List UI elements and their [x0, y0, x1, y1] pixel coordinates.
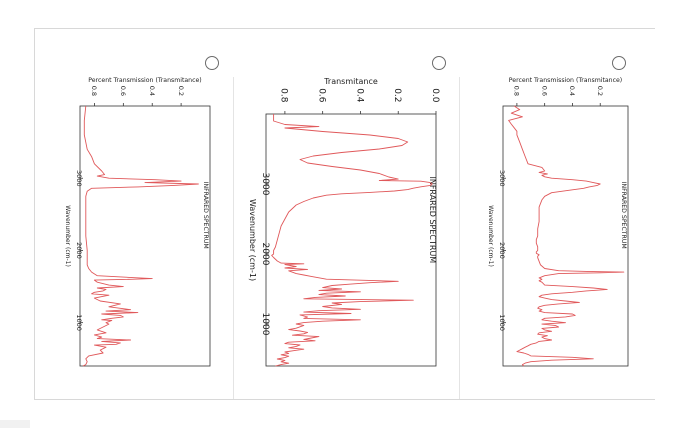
x-axis-label: Wavenumber (cm-1) [487, 205, 494, 267]
x-tick-label: 1000 [75, 314, 83, 331]
y-tick-label: 0.4 [354, 88, 364, 103]
ir-spectrum-chart-right: 0.2 0.4 0.6 0.8 3000 2000 1000 INFRARED SPECTRU… [487, 77, 629, 367]
y-tick-label: 0.4 [568, 86, 576, 96]
plot-frame [79, 105, 211, 367]
y-tick-label: 0.6 [317, 88, 327, 103]
radio-option-left[interactable] [205, 56, 219, 70]
divider-2 [459, 77, 460, 399]
y-tick-label: 0.4 [148, 86, 156, 96]
question-frame [34, 28, 655, 400]
x-axis-label: Wavenumber (cm-1) [248, 199, 257, 281]
y-tick-label: 0.2 [596, 86, 604, 96]
x-tick-label: 3000 [498, 170, 506, 187]
y-axis-label: Percent Transmission (Transmitance) [509, 77, 622, 84]
x-tick-label: 3000 [260, 173, 270, 196]
plot-frame [502, 105, 629, 367]
y-tick-label: 0.2 [392, 88, 402, 102]
radio-option-right[interactable] [612, 56, 626, 70]
divider-1 [233, 77, 234, 399]
x-tick-label: 1000 [498, 314, 506, 331]
option-left-chart: 0.2 0.4 0.6 0.8 3000 2000 1000 INFRARED SPECTRU… [50, 70, 230, 385]
option-right-chart: 0.2 0.4 0.6 0.8 3000 2000 1000 INFRARED SPECTRU… [478, 70, 653, 385]
spectrum-line [82, 105, 199, 367]
ir-spectrum-chart-left: 0.2 0.4 0.6 0.8 3000 2000 1000 INFRARED SPECTRU… [64, 77, 211, 367]
spectrum-line [271, 114, 433, 367]
x-tick-label: 2000 [498, 242, 506, 259]
y-axis-label: Transmitance [323, 77, 378, 86]
y-tick-label: 0.0 [430, 88, 440, 103]
chart-title: INFRARED SPECTRUM [428, 176, 437, 263]
option-middle-chart: 0.0 0.2 0.4 0.6 0.8 3000 2000 1000 INFRARED SPEC… [248, 70, 458, 385]
chart-title: INFRARED SPECTRUM [620, 182, 627, 249]
x-axis-label: Wavenumber (cm-1) [64, 205, 71, 267]
y-tick-label: 0.8 [279, 88, 289, 103]
x-tick-label: 2000 [260, 243, 270, 266]
y-tick-label: 0.6 [540, 86, 548, 96]
x-tick-label: 1000 [260, 313, 270, 336]
ir-spectrum-chart-middle: 0.0 0.2 0.4 0.6 0.8 3000 2000 1000 INFRARED SPEC… [248, 77, 440, 367]
x-tick-label: 3000 [75, 170, 83, 187]
x-tick-label: 2000 [75, 242, 83, 259]
corner-tab [0, 420, 30, 428]
plot-frame [265, 113, 437, 367]
chart-title: INFRARED SPECTRUM [202, 182, 209, 249]
y-tick-label: 0.8 [513, 86, 521, 96]
y-axis-label: Percent Transmission (Transmitance) [88, 77, 201, 84]
radio-option-middle[interactable] [432, 56, 446, 70]
spectrum-line [508, 105, 625, 367]
y-tick-label: 0.8 [90, 86, 98, 96]
y-tick-label: 0.2 [177, 86, 185, 96]
y-tick-label: 0.6 [119, 86, 127, 96]
